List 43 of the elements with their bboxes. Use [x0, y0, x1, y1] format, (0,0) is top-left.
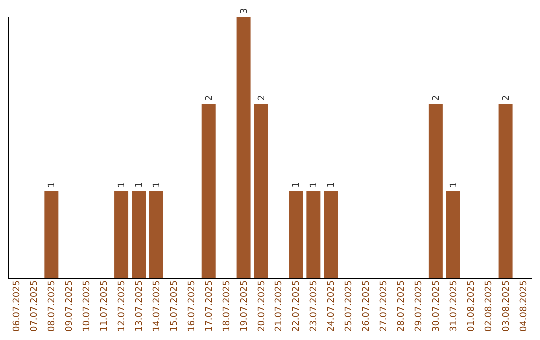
x-tick-label: 03.08.2025 [502, 280, 512, 332]
x-tick-label: 12.07.2025 [118, 280, 128, 332]
x-tick-label: 15.07.2025 [170, 280, 180, 332]
x-tick-label: 08.07.2025 [48, 280, 58, 332]
x-tick-label: 22.07.2025 [292, 280, 302, 332]
x-tick-label: 16.07.2025 [187, 280, 198, 332]
x-tick-label: 04.08.2025 [519, 280, 530, 332]
x-tick-label: 07.07.2025 [30, 280, 40, 332]
data-label: 1 [118, 182, 128, 188]
data-label: 1 [327, 182, 338, 188]
x-tick-label: 28.07.2025 [397, 280, 407, 332]
x-tick-label: 09.07.2025 [65, 280, 76, 332]
x-tick-label: 31.07.2025 [449, 280, 460, 332]
data-label: 2 [204, 95, 215, 101]
x-tick-label: 01.08.2025 [466, 280, 477, 332]
x-tick-label: 14.07.2025 [152, 280, 162, 332]
x-tick-label: 23.07.2025 [310, 280, 320, 332]
data-label: 2 [502, 95, 512, 101]
x-tick-label: 10.07.2025 [82, 280, 93, 332]
x-tick-label: 17.07.2025 [204, 280, 215, 332]
x-tick-label: 02.08.2025 [484, 280, 494, 332]
x-tick-label: 30.07.2025 [432, 280, 442, 332]
x-tick-label: 18.07.2025 [222, 280, 232, 332]
x-tick-label: 25.07.2025 [344, 280, 355, 332]
x-tick-label: 24.07.2025 [327, 280, 338, 332]
data-label: 2 [432, 95, 442, 101]
x-tick-label: 06.07.2025 [12, 280, 23, 332]
data-label: 1 [292, 182, 302, 188]
data-label: 1 [152, 182, 162, 188]
data-label: 2 [257, 95, 268, 101]
x-tick-label: 26.07.2025 [362, 280, 372, 332]
data-label: 1 [48, 182, 58, 188]
data-label: 3 [240, 8, 250, 14]
data-label: 1 [310, 182, 320, 188]
x-tick-label: 27.07.2025 [380, 280, 390, 332]
x-tick-label: 20.07.2025 [257, 280, 268, 332]
data-label: 1 [135, 182, 145, 188]
x-tick-label: 11.07.2025 [100, 280, 110, 332]
data-label: 1 [449, 182, 460, 188]
x-tick-label: 19.07.2025 [240, 280, 250, 332]
x-tick-label: 29.07.2025 [414, 280, 424, 332]
x-tick-label: 13.07.2025 [135, 280, 145, 332]
x-tick-label: 21.07.2025 [274, 280, 285, 332]
